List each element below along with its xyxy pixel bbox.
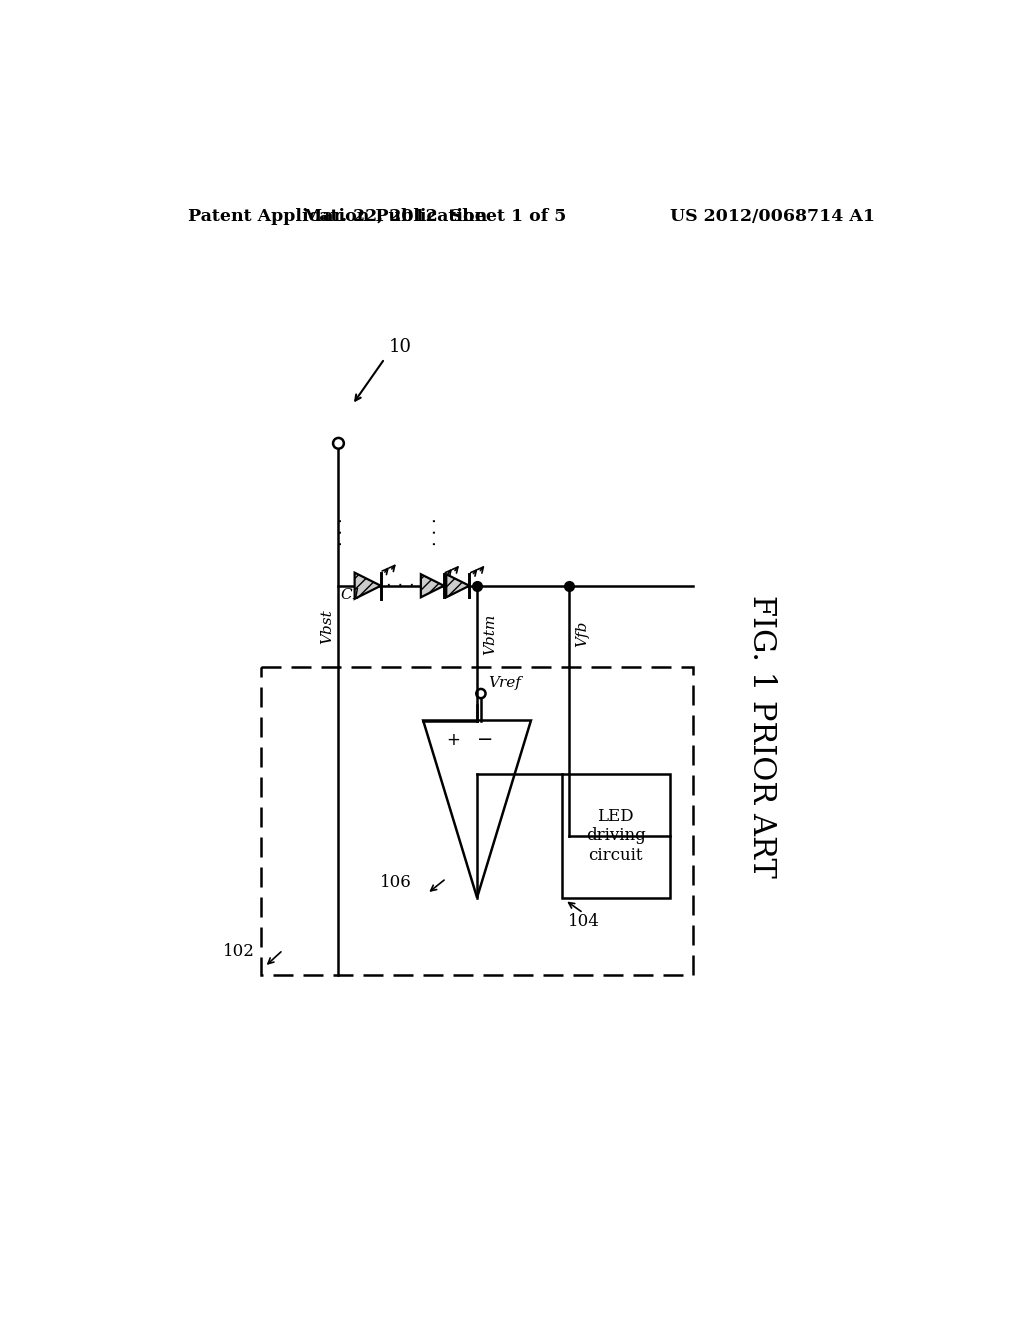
Polygon shape — [354, 573, 381, 599]
Bar — [562, 775, 670, 898]
Text: LED
driving
circuit: LED driving circuit — [586, 808, 645, 865]
Text: · · ·: · · · — [386, 577, 415, 595]
Text: · · ·: · · · — [427, 517, 445, 546]
Text: US 2012/0068714 A1: US 2012/0068714 A1 — [670, 207, 874, 224]
Text: · · ·: · · · — [333, 517, 351, 546]
Text: 10: 10 — [388, 338, 412, 356]
Text: Vbst: Vbst — [321, 609, 335, 644]
Text: Mar. 22, 2012  Sheet 1 of 5: Mar. 22, 2012 Sheet 1 of 5 — [303, 207, 566, 224]
Text: +: + — [445, 731, 460, 748]
Text: 102: 102 — [223, 942, 255, 960]
Text: C1: C1 — [341, 589, 362, 602]
Text: Vbtm: Vbtm — [483, 614, 498, 655]
Text: −: − — [477, 730, 494, 750]
Text: 106: 106 — [380, 874, 412, 891]
Bar — [261, 667, 692, 974]
Text: FIG. 1 PRIOR ART: FIG. 1 PRIOR ART — [746, 594, 777, 878]
Text: 104: 104 — [568, 913, 600, 931]
Polygon shape — [446, 574, 469, 597]
Text: Vfb: Vfb — [575, 620, 590, 647]
Polygon shape — [421, 574, 444, 597]
Text: Vref: Vref — [488, 676, 521, 689]
Text: Patent Application Publication: Patent Application Publication — [188, 207, 487, 224]
